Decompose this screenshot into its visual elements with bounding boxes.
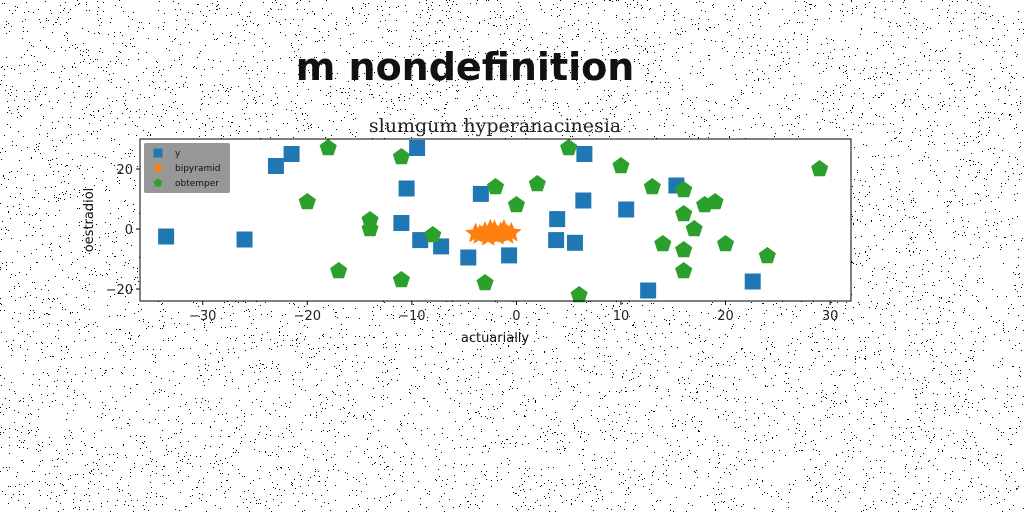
point-obtemper-24 (717, 235, 735, 252)
x-tick-label: 20 (717, 309, 734, 324)
point-y-1 (236, 231, 253, 248)
point-y-13 (548, 232, 565, 249)
point-y-4 (393, 215, 410, 231)
point-obtemper-10 (507, 196, 525, 213)
chart-title: slumgum hyperanacinesia (369, 115, 621, 137)
legend-box (144, 143, 230, 193)
point-obtemper-15 (643, 178, 661, 195)
point-y-6 (409, 140, 426, 156)
plot-frame (139, 138, 852, 302)
point-obtemper-2 (330, 262, 348, 279)
point-obtemper-25 (758, 247, 776, 264)
point-y-9 (460, 249, 477, 266)
point-obtemper-1 (298, 193, 316, 210)
point-obtemper-6 (392, 271, 410, 288)
point-y-11 (501, 247, 518, 264)
point-obtemper-26 (811, 160, 829, 177)
point-obtemper-21 (685, 220, 703, 237)
legend-label-bipyramid: bipyramid (175, 164, 220, 174)
legend-swatch-bipyramid (152, 162, 164, 173)
point-y-16 (576, 146, 593, 162)
point-y-7 (412, 232, 429, 249)
x-tick-label: −10 (398, 309, 425, 324)
point-bipyramid-10 (465, 222, 487, 243)
point-obtemper-9 (486, 178, 505, 195)
point-y-10 (472, 185, 489, 202)
point-obtemper-8 (476, 274, 494, 291)
x-tick-label: −20 (294, 309, 321, 324)
point-obtemper-17 (675, 181, 693, 198)
point-obtemper-16 (654, 235, 672, 252)
y-tick-label: 20 (116, 163, 133, 178)
point-y-15 (575, 192, 592, 209)
point-y-12 (549, 211, 566, 228)
x-axis-label: actuarially (461, 331, 530, 346)
x-tick-label: 30 (822, 309, 839, 324)
plot-area (140, 139, 851, 301)
point-obtemper-4 (361, 220, 379, 237)
legend-label-y: y (175, 149, 181, 159)
point-y-0 (158, 228, 175, 245)
point-obtemper-13 (570, 286, 588, 303)
figure-title: m nondefinition (296, 45, 635, 89)
point-bipyramid-11 (479, 218, 501, 239)
point-obtemper-11 (528, 175, 546, 192)
point-y-5 (398, 180, 415, 197)
point-y-2 (267, 158, 284, 174)
point-y-18 (640, 282, 657, 299)
point-y-14 (566, 234, 583, 251)
point-obtemper-7 (424, 226, 442, 243)
y-axis-label: oestradiol (82, 188, 97, 253)
legend: y bipyramid obtemper (144, 143, 230, 193)
point-obtemper-20 (675, 262, 693, 279)
point-y-3 (283, 146, 300, 162)
point-y-8 (433, 238, 450, 255)
x-tick-label: 10 (613, 309, 630, 324)
point-bipyramid-9 (500, 221, 522, 242)
y-tick-label: −20 (106, 283, 133, 298)
point-obtemper-12 (560, 139, 578, 156)
legend-swatch-y (153, 148, 163, 158)
point-y-20 (744, 273, 761, 290)
point-obtemper-18 (675, 205, 693, 222)
point-obtemper-19 (675, 241, 693, 258)
legend-label-obtemper: obtemper (175, 179, 219, 189)
legend-swatch-obtemper (153, 178, 163, 187)
point-obtemper-0 (319, 139, 337, 156)
x-axis-ticks: −30 −20 −10 0 10 20 30 (189, 301, 838, 324)
y-axis-ticks: −20 0 20 (106, 163, 140, 298)
y-tick-label: 0 (125, 223, 133, 238)
point-y-17 (618, 201, 635, 218)
data-marks (158, 139, 829, 303)
x-tick-label: −30 (189, 309, 216, 324)
point-obtemper-14 (612, 157, 630, 174)
x-tick-label: 0 (512, 309, 520, 324)
point-obtemper-5 (392, 148, 410, 165)
point-obtemper-23 (706, 193, 724, 210)
